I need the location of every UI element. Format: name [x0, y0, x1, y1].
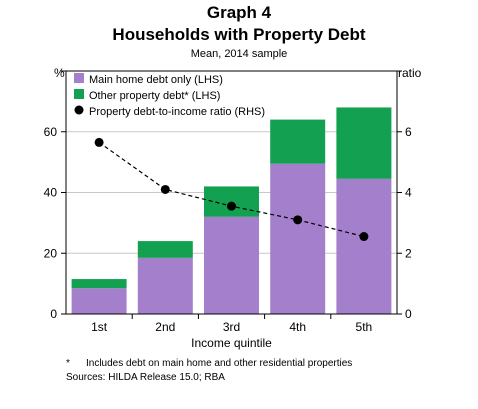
x-tick-label: 4th — [289, 320, 306, 334]
bar-main-home — [71, 288, 127, 314]
y-tick-label-left: 20 — [44, 246, 58, 260]
x-tick-label: 5th — [356, 320, 373, 334]
ratio-point — [94, 137, 104, 147]
legend-label-other-property: Other property debt* (LHS) — [89, 90, 220, 102]
x-tick-label: 1st — [91, 320, 108, 334]
footnote: Includes debt on main home and other res… — [86, 358, 353, 369]
bar-other-property — [204, 186, 259, 217]
x-tick-label: 3rd — [223, 320, 240, 334]
y-tick-label-right: 4 — [405, 186, 412, 200]
chart-title: Households with Property Debt — [112, 25, 366, 44]
ratio-point — [227, 201, 236, 211]
sources-note: Sources: HILDA Release 15.0; RBA — [66, 372, 225, 383]
ratio-point — [293, 215, 303, 225]
y-tick-label-left: 60 — [44, 125, 58, 139]
legend-swatch-ratio — [74, 105, 84, 115]
y-tick-label-left: 0 — [50, 307, 57, 321]
legend-swatch-other-property — [74, 89, 84, 99]
y-tick-label-right: 6 — [405, 125, 412, 139]
bar-main-home — [270, 163, 326, 314]
x-tick-label: 2nd — [155, 320, 175, 334]
legend-swatch-main-home — [74, 73, 84, 83]
left-axis-unit: % — [54, 66, 65, 80]
bar-other-property — [336, 107, 392, 179]
bar-other-property — [137, 241, 193, 258]
bar-main-home — [336, 178, 392, 314]
graph-label: Graph 4 — [206, 3, 272, 22]
y-tick-label-left: 40 — [44, 186, 58, 200]
footnote-marker: * — [66, 358, 70, 369]
bar-main-home — [204, 216, 259, 314]
y-tick-label-right: 0 — [405, 307, 412, 321]
legend-label-main-home: Main home debt only (LHS) — [89, 74, 223, 86]
x-axis-label: Income quintile — [191, 336, 272, 350]
bar-other-property — [71, 279, 127, 289]
ratio-point — [359, 232, 369, 242]
bar-main-home — [137, 257, 193, 314]
legend-label-ratio: Property debt-to-income ratio (RHS) — [89, 106, 265, 118]
bar-other-property — [270, 119, 326, 164]
y-tick-label-right: 2 — [405, 246, 412, 260]
right-axis-unit: ratio — [398, 66, 422, 80]
ratio-point — [160, 184, 170, 194]
chart-subtitle: Mean, 2014 sample — [190, 48, 288, 60]
